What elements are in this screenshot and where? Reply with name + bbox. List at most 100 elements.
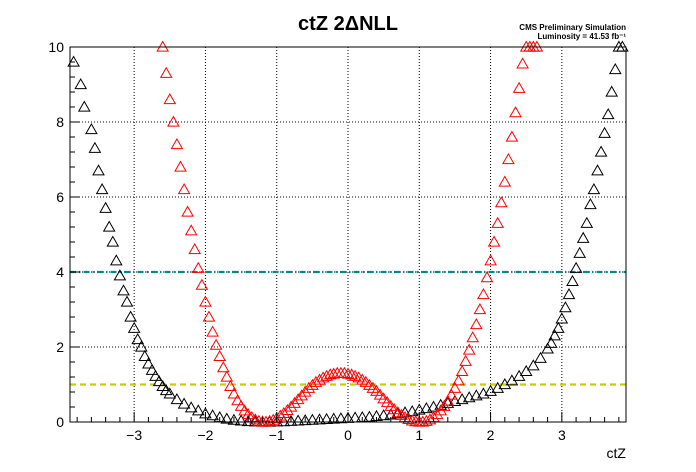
data-point: [466, 331, 480, 343]
data-point: [77, 100, 91, 112]
reference-lines: [70, 270, 626, 386]
data-point: [131, 332, 145, 345]
data-point: [184, 224, 198, 236]
data-point: [99, 201, 112, 213]
data-point: [156, 40, 170, 52]
data-point: [281, 403, 294, 415]
data-point: [459, 354, 472, 366]
data-point: [127, 321, 141, 333]
data-point: [85, 122, 98, 135]
data-point: [587, 182, 601, 195]
data-point: [541, 342, 554, 354]
data-point: [224, 379, 237, 391]
x-tick-label: 2: [487, 427, 495, 443]
data-point: [420, 401, 433, 414]
data-point: [455, 364, 469, 376]
data-point: [334, 412, 348, 424]
y-tick-label: 6: [56, 189, 64, 205]
data-point: [498, 175, 512, 187]
data-point: [177, 182, 191, 195]
y-tick-label: 0: [56, 414, 64, 430]
data-point: [191, 261, 205, 273]
data-point: [516, 57, 529, 69]
data-point: [284, 400, 298, 412]
data-point: [270, 415, 284, 427]
data-point: [469, 317, 483, 330]
data-point: [184, 401, 198, 413]
data-point: [341, 367, 355, 379]
data-point: [145, 363, 159, 375]
data-point: [551, 321, 565, 333]
data-point: [109, 254, 123, 266]
data-point: [395, 408, 408, 420]
data-point: [327, 412, 341, 424]
data-point: [352, 371, 366, 383]
data-point: [480, 271, 494, 283]
data-point: [445, 388, 458, 400]
data-point: [519, 364, 533, 376]
data-point: [95, 182, 109, 195]
data-point: [170, 137, 184, 150]
data-point: [566, 274, 579, 286]
data-point: [320, 412, 333, 424]
data-point: [277, 406, 291, 418]
data-point: [484, 254, 497, 266]
data-point: [206, 325, 219, 337]
data-point: [302, 381, 316, 393]
data-point: [188, 242, 202, 255]
data-point: [120, 295, 134, 307]
data-point: [216, 361, 230, 373]
data-point: [159, 66, 173, 78]
data-point: [102, 220, 116, 232]
data-point: [288, 396, 301, 408]
x-tick-label: −3: [126, 427, 142, 443]
data-point: [284, 414, 298, 426]
data-point: [452, 374, 465, 386]
data-point: [220, 412, 234, 424]
data-point: [202, 310, 216, 322]
x-tick-label: −1: [269, 427, 285, 443]
data-point: [234, 399, 248, 411]
data-point: [181, 205, 194, 217]
data-point: [152, 374, 166, 387]
data-point: [348, 369, 362, 381]
data-point: [491, 381, 505, 393]
data-point: [241, 414, 255, 427]
data-point: [191, 404, 205, 416]
data-point: [259, 415, 273, 427]
x-tick-label: −2: [197, 427, 213, 443]
y-tick-label: 10: [48, 39, 64, 55]
data-point: [598, 126, 611, 138]
data-point: [170, 392, 184, 405]
data-point: [512, 81, 526, 93]
data-point: [206, 409, 219, 421]
data-point: [338, 366, 351, 378]
data-point: [584, 197, 597, 210]
x-tick-label: 1: [415, 427, 423, 443]
data-point: [273, 409, 287, 421]
data-point: [209, 338, 223, 350]
data-point: [199, 295, 212, 307]
data-point: [473, 302, 487, 315]
data-point: [67, 55, 80, 67]
data-point: [167, 115, 180, 127]
data-point: [92, 164, 105, 176]
data-point: [298, 385, 312, 397]
data-point: [544, 336, 558, 348]
data-point: [569, 261, 583, 273]
data-point: [601, 107, 615, 120]
data-point: [491, 216, 505, 228]
x-tick-label: 0: [344, 427, 352, 443]
data-point: [124, 310, 137, 322]
series-layer: [67, 40, 629, 427]
data-point: [298, 413, 312, 426]
data-point: [441, 394, 455, 406]
data-point: [291, 414, 305, 426]
x-tick-label: 3: [558, 427, 566, 443]
data-point: [74, 77, 88, 90]
data-point: [149, 369, 162, 381]
data-point: [534, 351, 547, 363]
data-point: [291, 392, 305, 405]
y-tick-label: 2: [56, 339, 64, 355]
